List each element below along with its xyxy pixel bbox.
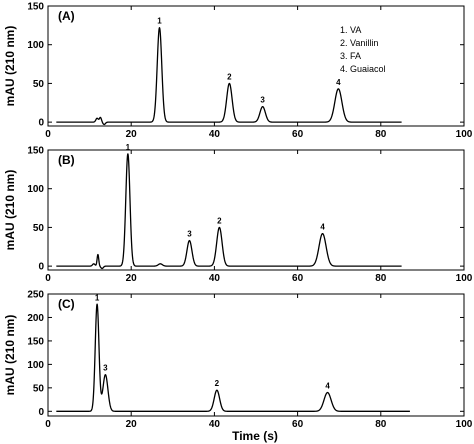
x-axis-title: Time (s): [232, 429, 278, 443]
legend-entry: 2. Vanillin: [340, 38, 378, 48]
y-tick-label: 150: [27, 146, 44, 157]
plot-frame: [47, 5, 465, 127]
x-tick-label: 60: [292, 129, 304, 140]
panel-label: (B): [58, 153, 75, 167]
peak-label: 2: [215, 379, 220, 388]
chromatogram-trace: [55, 153, 403, 270]
peak-label: 1: [126, 143, 131, 152]
peak-label: 4: [320, 223, 325, 232]
x-tick-label: 20: [126, 419, 138, 430]
x-tick-label: 40: [209, 419, 221, 430]
y-tick-label: 0: [38, 407, 44, 418]
plot-frame: [47, 293, 465, 417]
y-tick-label: 100: [27, 184, 44, 195]
x-tick-label: 0: [45, 419, 51, 430]
chromatogram-trace: [55, 27, 403, 126]
y-tick-label: 50: [33, 79, 45, 90]
peak-label: 3: [103, 364, 108, 373]
y-axis-title: mAU (210 nm): [3, 315, 17, 396]
y-tick-label: 200: [27, 313, 44, 324]
legend-entry: 4. Guaiacol: [340, 64, 386, 74]
panel-label: (C): [58, 297, 75, 311]
panel-b: 0 20 40 60 80 100 0 50 100 150 mAU (210 nm) (B) 1 3 2 4: [3, 143, 473, 284]
y-tick-label: 50: [33, 383, 45, 394]
x-tick-label: 60: [292, 419, 304, 430]
x-tick-label: 60: [292, 273, 304, 284]
peak-label: 4: [336, 78, 341, 87]
peak-label: 2: [227, 72, 232, 81]
x-tick-label: 20: [126, 273, 138, 284]
y-tick-label: 250: [27, 290, 44, 301]
legend: 1. VA 2. Vanillin 3. FA 4. Guaiacol: [340, 25, 386, 74]
y-tick-label: 0: [38, 118, 44, 129]
x-tick-label: 40: [209, 273, 221, 284]
x-tick-label: 100: [456, 273, 473, 284]
x-tick-label: 80: [375, 273, 387, 284]
peak-label: 1: [95, 293, 100, 302]
plot-frame: [47, 149, 465, 271]
peak-label: 2: [217, 216, 222, 225]
y-tick-label: 100: [27, 40, 44, 51]
panel-label: (A): [58, 9, 75, 23]
peak-label: 3: [260, 96, 265, 105]
x-tick-label: 100: [456, 419, 473, 430]
y-axis-title: mAU (210 nm): [3, 170, 17, 251]
peak-label: 3: [187, 230, 192, 239]
y-tick-label: 100: [27, 360, 44, 371]
legend-entry: 3. FA: [340, 51, 361, 61]
y-tick-label: 50: [33, 223, 45, 234]
peak-label: 4: [325, 382, 330, 391]
y-tick-label: 150: [27, 336, 44, 347]
x-tick-label: 80: [375, 129, 387, 140]
y-axis-title: mAU (210 nm): [3, 26, 17, 107]
x-tick-label: 40: [209, 129, 221, 140]
chromatogram-trace: [55, 303, 411, 412]
x-tick-label: 0: [45, 129, 51, 140]
panel-a: 0 20 40 60 80 100 0 50 100 150 mAU (210 nm) (A) 1 2 3 4: [3, 2, 473, 141]
y-tick-label: 150: [27, 2, 44, 13]
x-tick-label: 100: [456, 129, 473, 140]
y-tick-label: 0: [38, 262, 44, 273]
x-tick-label: 0: [45, 273, 51, 284]
legend-entry: 1. VA: [340, 25, 361, 35]
panel-c: 0 20 40 60 80 100 0 50 100 150 200 250 mAU (210 nm) (…: [3, 290, 473, 431]
x-tick-label: 20: [126, 129, 138, 140]
peak-label: 1: [157, 17, 162, 26]
x-tick-label: 80: [375, 419, 387, 430]
